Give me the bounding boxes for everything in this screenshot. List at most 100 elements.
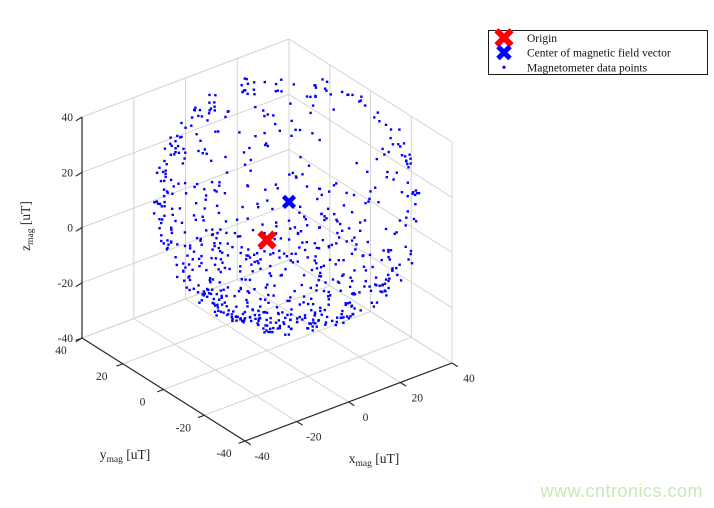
data-point [271,330,274,334]
data-point [179,136,182,139]
data-point [195,133,198,136]
data-point [211,278,215,281]
data-point [369,190,372,193]
data-point [325,315,329,319]
x-tick-label: 20 [412,393,424,405]
data-point [205,229,208,232]
data-point [264,286,268,289]
data-point [286,299,289,302]
data-point [254,135,257,138]
data-point [169,136,172,139]
data-point [262,109,265,112]
data-point [263,114,266,118]
data-point [276,187,279,190]
data-point [220,294,223,298]
data-point [246,290,249,293]
data-point [278,256,281,259]
data-point [277,312,280,316]
data-point [177,182,180,185]
data-point [345,191,348,195]
data-point [303,316,307,320]
data-point [237,290,241,293]
data-point [337,259,340,262]
data-point [383,282,387,285]
data-point [263,131,266,135]
data-point [240,246,243,249]
data-point [243,317,247,320]
data-point [246,82,250,85]
data-point [341,309,344,313]
data-point [313,259,316,262]
data-point [295,321,299,324]
x-marker-icon [496,44,512,61]
data-point [202,219,205,222]
x-tick [348,401,355,407]
data-point [310,297,313,300]
data-point [322,264,325,267]
data-point [163,214,166,217]
z-tick-label: -20 [58,278,74,290]
z-tick [75,116,83,122]
data-point [284,316,287,320]
data-point [239,265,242,268]
data-point [242,321,245,324]
data-point [249,158,252,162]
data-point [209,292,213,296]
data-point [315,246,319,250]
data-point [313,314,316,317]
data-point [366,170,369,173]
data-point [293,226,297,229]
data-point [166,191,169,194]
data-point [295,317,299,320]
data-point [364,269,368,272]
data-point [274,122,277,126]
data-point [363,104,367,107]
data-point [389,128,393,131]
data-point [185,286,188,289]
data-point [370,301,373,304]
data-point [319,271,322,275]
data-point [323,308,326,312]
data-point [224,155,227,159]
data-point [215,292,218,296]
data-point [226,242,229,245]
data-point [253,253,256,256]
data-point [205,287,209,291]
data-point [191,268,194,271]
data-point [363,285,366,288]
data-point [296,231,300,235]
data-point [155,200,158,203]
data-point [324,323,327,326]
data-point [241,90,244,93]
data-point [359,221,362,224]
data-point [264,143,267,147]
data-point [243,163,247,166]
data-point [325,217,328,220]
y-axis-label: ymag [uT] [100,447,150,465]
data-point [403,155,407,158]
data-point [219,310,223,313]
data-point [362,265,366,268]
data-point [208,101,211,104]
data-point [290,327,293,330]
data-point [212,302,216,305]
data-point [193,185,196,189]
data-point [225,313,229,317]
z-tick-label: 20 [62,167,74,179]
data-point [196,291,200,294]
data-point [247,254,250,257]
data-point [266,113,269,116]
legend-box [488,30,708,75]
data-point [379,290,382,293]
data-point [155,171,159,174]
y-tick [197,414,205,419]
data-point [336,220,339,223]
data-point [205,268,208,272]
data-point [202,294,206,297]
data-point [302,295,306,298]
data-point [320,212,323,216]
data-point [278,324,282,328]
data-point [311,302,315,306]
data-point [257,262,260,265]
data-point [331,319,334,323]
